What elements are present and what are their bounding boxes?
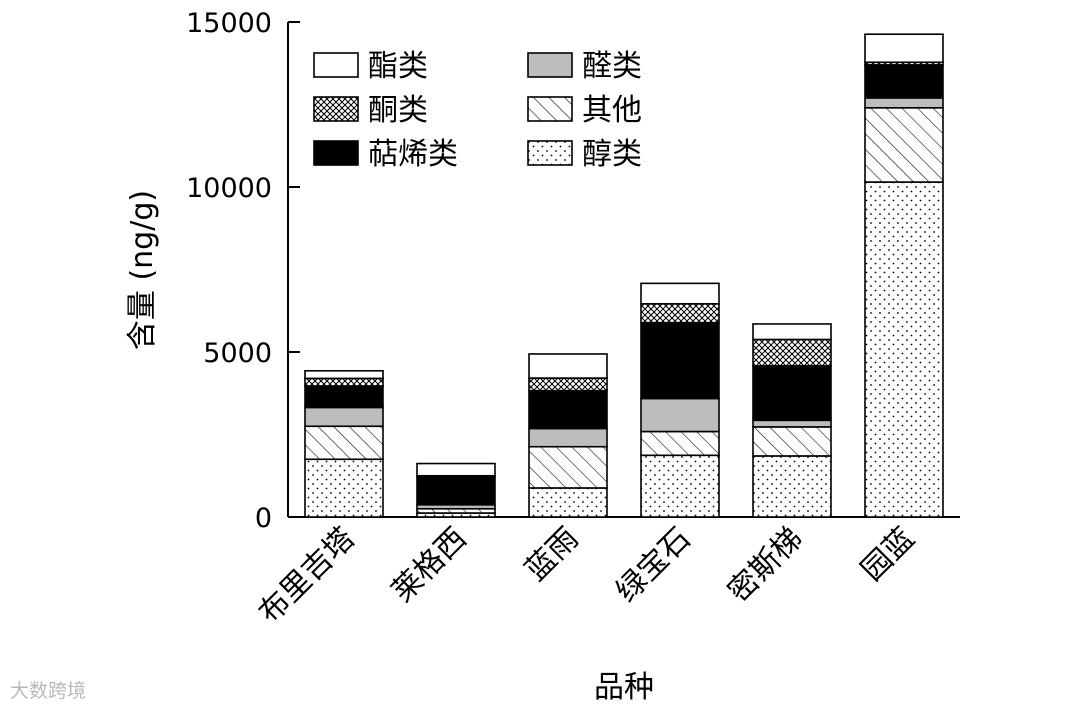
bar-segment-4	[752, 338, 832, 367]
legend-swatch	[313, 52, 359, 78]
bar-segment-1	[640, 430, 720, 457]
bar-segment-1	[304, 425, 384, 461]
legend-item: 酯类	[313, 49, 428, 84]
x-axis: 布里吉塔 莱格西 蓝雨 绿宝石 密斯梯 园蓝 品种	[252, 508, 960, 705]
y-ticks: 0 5000 10000 15000	[186, 8, 300, 534]
y-tick-label: 10000	[186, 173, 272, 204]
bars	[304, 33, 944, 518]
y-tick-label: 15000	[186, 8, 272, 39]
bar-stack	[304, 370, 384, 518]
bar-segment-5	[864, 33, 944, 64]
legend-label: 酯类	[368, 49, 428, 84]
bar-segment-3	[752, 365, 832, 422]
bar-segment-2	[864, 97, 944, 109]
bar-segment-1	[528, 445, 608, 489]
watermark-text: 大数跨境	[10, 680, 87, 702]
legend-label: 醇类	[582, 137, 642, 172]
x-category-labels: 布里吉塔 莱格西 蓝雨 绿宝石 密斯梯 园蓝	[252, 508, 922, 631]
legend-swatch	[527, 52, 573, 78]
bar-segment-1	[752, 426, 832, 457]
legend-item: 其他	[527, 93, 642, 128]
bar-stack	[528, 353, 608, 518]
bar-segment-4	[304, 377, 384, 387]
bar-segment-3	[528, 389, 608, 430]
bar-segment-0	[528, 487, 608, 518]
x-category-label: 蓝雨	[518, 521, 585, 588]
bar-segment-4	[640, 303, 720, 324]
bar-segment-4	[528, 377, 608, 392]
bar-segment-3	[864, 64, 944, 99]
legend-item: 酮类	[313, 93, 428, 128]
bar-segment-3	[304, 385, 384, 409]
legend-label: 萜烯类	[368, 137, 458, 172]
bar-segment-0	[864, 181, 944, 518]
legend-item: 醇类	[527, 137, 642, 172]
bar-segment-2	[752, 419, 832, 428]
bar-stack	[640, 282, 720, 518]
x-category-label: 莱格西	[385, 521, 473, 609]
bar-stack	[864, 33, 944, 518]
x-category-label: 密斯梯	[721, 521, 809, 609]
x-category-label: 园蓝	[854, 521, 921, 588]
bar-segment-2	[528, 427, 608, 448]
legend-label: 酮类	[368, 93, 428, 128]
bar-segment-3	[416, 475, 496, 506]
y-axis-title: 含量 (ng/g)	[125, 190, 160, 350]
legend-swatch	[313, 140, 359, 166]
bar-segment-5	[752, 323, 832, 341]
legend-swatch	[527, 96, 573, 122]
bar-segment-5	[640, 282, 720, 305]
bar-segment-5	[528, 353, 608, 379]
bar-segment-0	[640, 454, 720, 518]
bar-segment-2	[304, 406, 384, 428]
legend-label: 其他	[582, 93, 642, 128]
bar-segment-0	[304, 458, 384, 518]
bar-stack	[416, 462, 496, 518]
bar-segment-2	[640, 397, 720, 433]
x-axis-title: 品种	[594, 670, 654, 705]
bar-segment-0	[752, 455, 832, 518]
bar-stack	[752, 323, 832, 518]
legend-swatch	[313, 96, 359, 122]
x-category-label: 布里吉塔	[252, 521, 362, 631]
y-tick-label: 5000	[203, 338, 272, 369]
y-axis: 0 5000 10000 15000 含量 (ng/g)	[125, 8, 300, 534]
legend-item: 醛类	[527, 49, 642, 84]
bar-segment-3	[640, 321, 720, 400]
bar-segment-1	[864, 107, 944, 183]
legend-item: 萜烯类	[313, 137, 458, 172]
legend-swatch	[527, 140, 573, 166]
legend-label: 醛类	[582, 49, 642, 84]
y-tick-label: 0	[255, 503, 272, 534]
bar-segment-5	[304, 370, 384, 380]
x-category-label: 绿宝石	[609, 521, 697, 609]
bar-segment-5	[416, 462, 496, 477]
